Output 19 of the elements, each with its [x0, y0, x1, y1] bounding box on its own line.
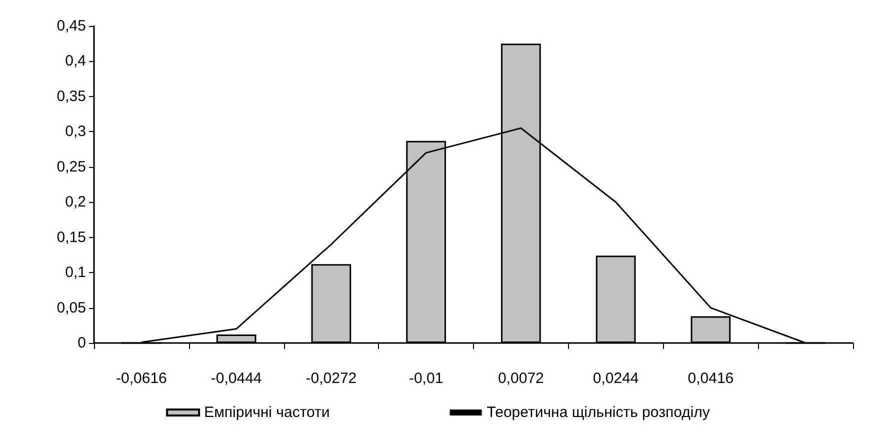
x-tick-label: -0,0272: [306, 370, 357, 387]
x-tick-label: -0,0444: [210, 370, 262, 387]
y-tick-label: 0,25: [56, 158, 86, 176]
legend-label: Емпіричні частоти: [204, 404, 330, 421]
x-tick-label: 0,0244: [592, 370, 639, 387]
y-tick-label: 0: [78, 334, 86, 352]
y-tick-label: 0,15: [56, 228, 86, 246]
x-tick-label: -0,0616: [116, 370, 167, 387]
y-tick-label: 0,35: [56, 88, 86, 105]
y-tick-label: 0,2: [65, 194, 86, 211]
y-tick-label: 0,1: [65, 264, 86, 282]
x-tick-label: 0,0416: [688, 370, 734, 387]
x-tick-label: 0,0072: [498, 370, 544, 387]
y-tick-label: 0,4: [65, 52, 86, 70]
y-tick-label: 0,45: [56, 18, 86, 34]
x-tick-label: -0,01: [408, 370, 444, 387]
legend-label: Теоретична щільність розподілу: [486, 404, 710, 421]
y-tick-label: 0,05: [56, 299, 86, 316]
y-tick-label: 0,3: [65, 123, 86, 140]
